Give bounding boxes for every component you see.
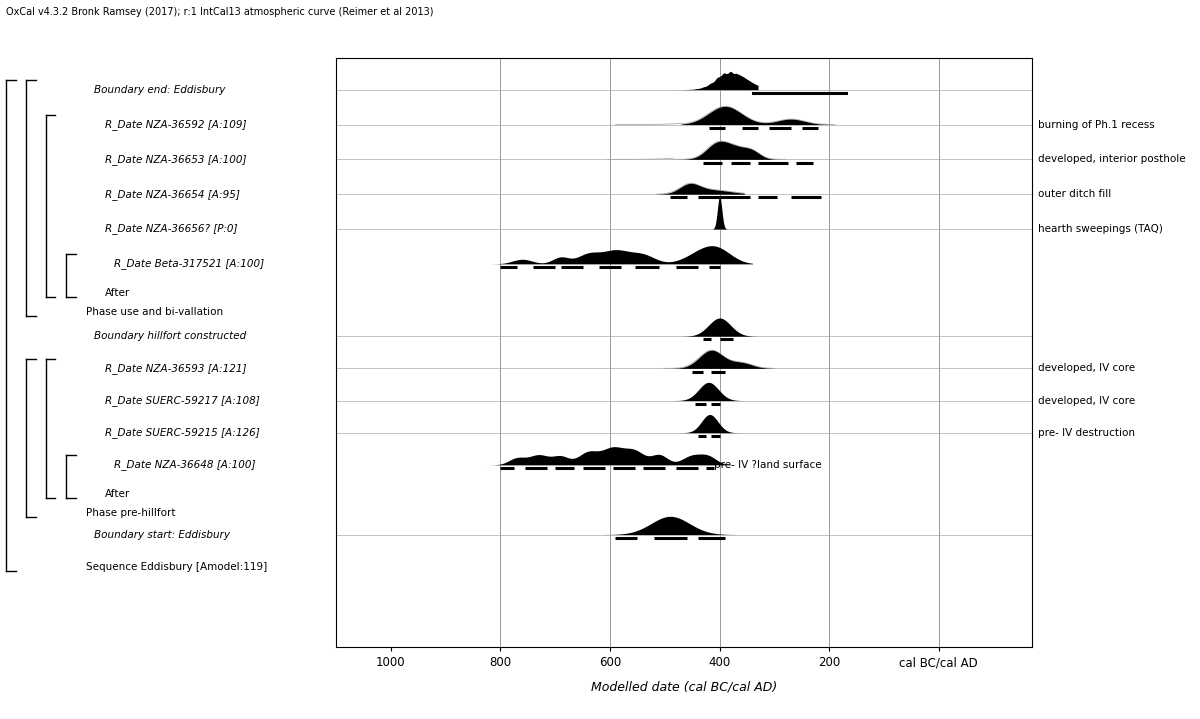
- Text: After: After: [106, 490, 131, 499]
- Text: Boundary hillfort constructed: Boundary hillfort constructed: [95, 331, 246, 342]
- Text: R_Date SUERC-59215 [A:126]: R_Date SUERC-59215 [A:126]: [106, 427, 260, 438]
- Text: outer ditch fill: outer ditch fill: [1038, 189, 1111, 199]
- Text: OxCal v4.3.2 Bronk Ramsey (2017); r:1 IntCal13 atmospheric curve (Reimer et al 2: OxCal v4.3.2 Bronk Ramsey (2017); r:1 In…: [6, 7, 433, 17]
- Text: R_Date NZA-36648 [A:100]: R_Date NZA-36648 [A:100]: [114, 459, 256, 470]
- Text: Sequence Eddisbury [Amodel:119]: Sequence Eddisbury [Amodel:119]: [86, 562, 268, 572]
- Text: pre- IV destruction: pre- IV destruction: [1038, 428, 1135, 438]
- Text: R_Date NZA-36592 [A:109]: R_Date NZA-36592 [A:109]: [106, 119, 247, 130]
- Text: Boundary start: Eddisbury: Boundary start: Eddisbury: [95, 530, 230, 539]
- Text: R_Date NZA-36656? [P:0]: R_Date NZA-36656? [P:0]: [106, 224, 238, 234]
- Text: pre- IV ?land surface: pre- IV ?land surface: [714, 460, 822, 470]
- Text: Phase use and bi-vallation: Phase use and bi-vallation: [86, 307, 223, 317]
- Text: burning of Ph.1 recess: burning of Ph.1 recess: [1038, 119, 1154, 129]
- Text: R_Date SUERC-59217 [A:108]: R_Date SUERC-59217 [A:108]: [106, 395, 260, 406]
- Text: After: After: [106, 288, 131, 298]
- Text: hearth sweepings (TAQ): hearth sweepings (TAQ): [1038, 224, 1163, 234]
- Text: developed, IV core: developed, IV core: [1038, 395, 1135, 406]
- Text: developed, interior posthole: developed, interior posthole: [1038, 155, 1186, 165]
- X-axis label: Modelled date (cal BC/cal AD): Modelled date (cal BC/cal AD): [590, 680, 778, 693]
- Text: R_Date NZA-36593 [A:121]: R_Date NZA-36593 [A:121]: [106, 363, 247, 374]
- Text: Phase pre-hillfort: Phase pre-hillfort: [86, 508, 176, 518]
- Text: developed, IV core: developed, IV core: [1038, 363, 1135, 373]
- Text: R_Date NZA-36653 [A:100]: R_Date NZA-36653 [A:100]: [106, 154, 247, 165]
- Text: R_Date NZA-36654 [A:95]: R_Date NZA-36654 [A:95]: [106, 189, 240, 200]
- Text: Boundary end: Eddisbury: Boundary end: Eddisbury: [95, 85, 226, 95]
- Text: R_Date Beta-317521 [A:100]: R_Date Beta-317521 [A:100]: [114, 258, 265, 270]
